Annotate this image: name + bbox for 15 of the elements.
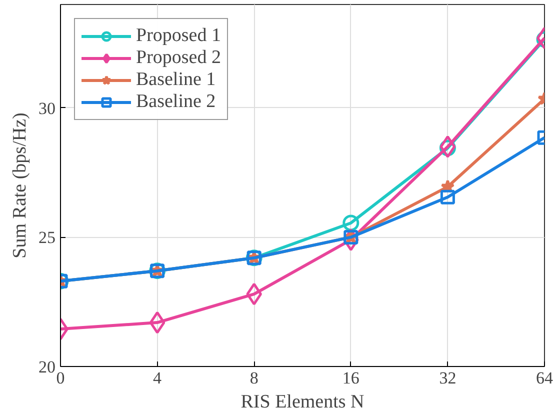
x-tick-label: 8 [250,368,258,388]
y-tick-label: 20 [38,358,56,376]
y-tick-label: 30 [38,98,56,118]
legend-label: Baseline 2 [136,91,216,113]
y-tick-label: 25 [38,228,56,248]
x-tick-label: 4 [153,368,162,388]
x-tick-label: 16 [342,368,360,388]
y-axis-title: Sum Rate (bps/Hz) [10,112,30,258]
legend-label: Baseline 1 [136,69,216,91]
x-tick-label: 0 [56,368,65,388]
legend-label: Proposed 2 [136,47,221,69]
x-tick-label: 32 [439,368,456,388]
x-tick-label: 64 [536,368,554,388]
x-axis-title: RIS Elements N [240,392,365,412]
legend-label: Proposed 1 [136,25,221,47]
